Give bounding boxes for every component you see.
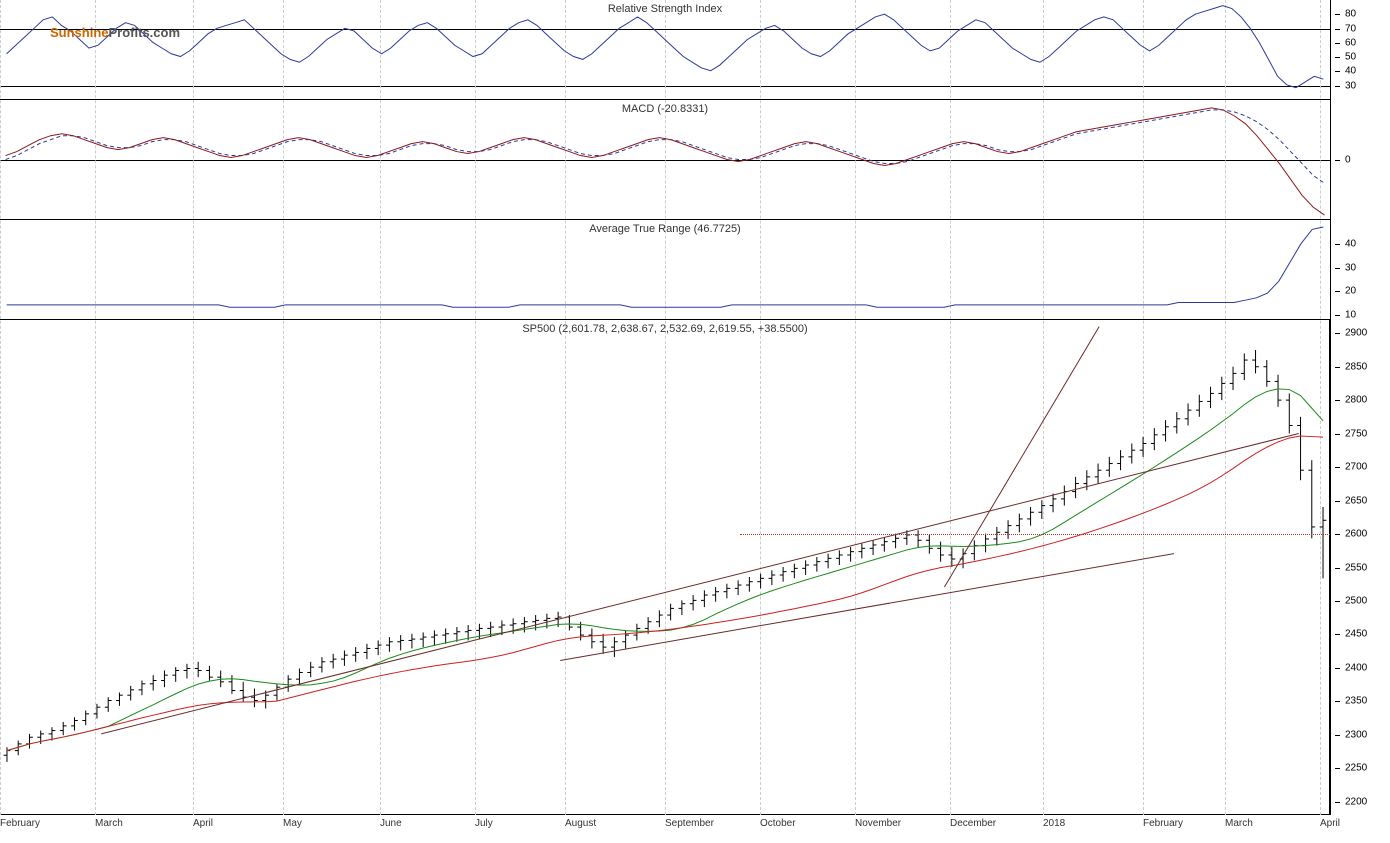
y-tick: 20 — [1345, 286, 1380, 297]
y-tick: 0 — [1345, 155, 1380, 166]
x-label: February — [1143, 818, 1183, 829]
x-label: 2018 — [1043, 818, 1065, 829]
x-label: December — [950, 818, 996, 829]
y-tick: 60 — [1345, 37, 1380, 48]
x-label: October — [760, 818, 796, 829]
y-tick: 2450 — [1345, 629, 1380, 640]
y-tick: 2250 — [1345, 763, 1380, 774]
support-line — [740, 534, 1330, 535]
y-tick: 2400 — [1345, 662, 1380, 673]
y-tick: 70 — [1345, 23, 1380, 34]
y-tick: 30 — [1345, 262, 1380, 273]
y-tick: 30 — [1345, 80, 1380, 91]
y-tick: 80 — [1345, 9, 1380, 20]
y-tick: 2200 — [1345, 796, 1380, 807]
y-tick: 2850 — [1345, 361, 1380, 372]
watermark: SunshineProfits.com — [50, 25, 180, 40]
x-label: June — [380, 818, 402, 829]
y-tick: 2550 — [1345, 562, 1380, 573]
rsi-title: Relative Strength Index — [608, 3, 722, 15]
x-label: May — [283, 818, 302, 829]
y-tick: 2300 — [1345, 729, 1380, 740]
y-tick: 2750 — [1345, 428, 1380, 439]
x-label: September — [665, 818, 714, 829]
y-tick: 50 — [1345, 52, 1380, 63]
price-yaxis: 2900 2850 2800 2750 2700 2650 2600 2550 2500 2450… — [1335, 320, 1380, 814]
y-tick: 2700 — [1345, 462, 1380, 473]
y-tick: 2900 — [1345, 328, 1380, 339]
price-panel: SP500 (2,601.78, 2,638.67, 2,532.69, 2,6… — [0, 320, 1330, 815]
atr-panel: Average True Range (46.7725) 40302010 — [0, 220, 1330, 320]
atr-yaxis: 40302010 — [1335, 220, 1380, 319]
rsi-yaxis: 80 70 60 50 40 30 — [1335, 0, 1380, 99]
x-label: April — [1320, 818, 1340, 829]
price-chart — [0, 320, 1330, 814]
x-label: March — [1225, 818, 1253, 829]
macd-panel: MACD (-20.8331) 0 — [0, 100, 1330, 220]
y-tick: 40 — [1345, 238, 1380, 249]
macd-title: MACD (-20.8331) — [622, 103, 708, 115]
watermark-part2: Profits.com — [109, 25, 181, 40]
x-label: July — [475, 818, 493, 829]
y-tick: 40 — [1345, 66, 1380, 77]
time-axis: February March April May June July August Septe… — [0, 818, 1330, 838]
atr-title: Average True Range (46.7725) — [589, 223, 740, 235]
y-tick: 2500 — [1345, 595, 1380, 606]
rsi-panel: Relative Strength Index 807060504030 — [0, 0, 1330, 100]
x-label: November — [855, 818, 901, 829]
x-label: February — [0, 818, 40, 829]
y-tick: 2600 — [1345, 529, 1380, 540]
y-tick: 2800 — [1345, 395, 1380, 406]
x-label: March — [95, 818, 123, 829]
watermark-part1: Sunshine — [50, 25, 109, 40]
y-tick: 2650 — [1345, 495, 1380, 506]
macd-yaxis: 0 — [1335, 100, 1380, 219]
x-label: April — [193, 818, 213, 829]
macd-chart — [0, 100, 1330, 219]
y-tick: 2350 — [1345, 696, 1380, 707]
price-title: SP500 (2,601.78, 2,638.67, 2,532.69, 2,6… — [522, 323, 807, 335]
x-label: August — [565, 818, 596, 829]
